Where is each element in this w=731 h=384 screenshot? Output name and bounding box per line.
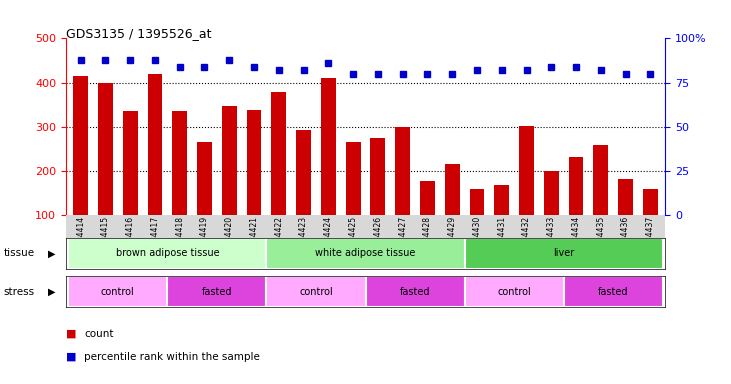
Text: GSM184430: GSM184430 — [472, 216, 482, 262]
Text: GSM184415: GSM184415 — [101, 216, 110, 262]
Text: GSM184434: GSM184434 — [572, 216, 580, 262]
Text: GSM184435: GSM184435 — [596, 216, 605, 262]
Text: GSM184417: GSM184417 — [151, 216, 159, 262]
Bar — [346, 142, 360, 215]
Text: GSM184418: GSM184418 — [175, 216, 184, 262]
Bar — [321, 78, 336, 215]
Bar — [420, 180, 435, 215]
Bar — [564, 276, 663, 307]
Text: fasted: fasted — [202, 287, 232, 297]
Bar — [246, 110, 262, 215]
Text: GSM184437: GSM184437 — [646, 216, 655, 262]
Bar — [197, 142, 212, 215]
Bar — [395, 127, 410, 215]
Text: GSM184432: GSM184432 — [522, 216, 531, 262]
Text: GSM184422: GSM184422 — [274, 216, 284, 262]
Text: tissue: tissue — [4, 248, 35, 258]
Text: fasted: fasted — [400, 287, 431, 297]
Bar — [266, 238, 465, 269]
Text: GSM184414: GSM184414 — [76, 216, 85, 262]
Text: ■: ■ — [66, 329, 76, 339]
Text: GSM184425: GSM184425 — [349, 216, 357, 262]
Bar — [618, 179, 633, 215]
Text: GSM184419: GSM184419 — [200, 216, 209, 262]
Bar — [167, 276, 266, 307]
Text: GSM184431: GSM184431 — [497, 216, 507, 262]
Text: GSM184433: GSM184433 — [547, 216, 556, 262]
Text: GDS3135 / 1395526_at: GDS3135 / 1395526_at — [66, 27, 211, 40]
Bar — [366, 276, 465, 307]
Bar — [68, 276, 167, 307]
Text: GSM184428: GSM184428 — [423, 216, 432, 262]
Text: GSM184420: GSM184420 — [224, 216, 234, 262]
Text: GSM184427: GSM184427 — [398, 216, 407, 262]
Bar — [594, 145, 608, 215]
Text: white adipose tissue: white adipose tissue — [315, 248, 416, 258]
Text: ■: ■ — [66, 352, 76, 362]
Text: control: control — [299, 287, 333, 297]
Bar — [643, 189, 658, 215]
Text: GSM184429: GSM184429 — [447, 216, 457, 262]
Bar — [73, 76, 88, 215]
Bar — [271, 92, 287, 215]
Text: brown adipose tissue: brown adipose tissue — [115, 248, 219, 258]
Text: ▶: ▶ — [48, 287, 55, 297]
Bar — [465, 238, 663, 269]
Text: ▶: ▶ — [48, 248, 55, 258]
Text: control: control — [101, 287, 135, 297]
Bar — [444, 164, 460, 215]
Bar — [68, 238, 266, 269]
Text: GSM184421: GSM184421 — [249, 216, 259, 262]
Text: count: count — [84, 329, 113, 339]
Text: GSM184416: GSM184416 — [126, 216, 135, 262]
Text: fasted: fasted — [598, 287, 629, 297]
Bar — [544, 171, 558, 215]
Bar — [296, 130, 311, 215]
Text: control: control — [497, 287, 531, 297]
Bar — [266, 276, 366, 307]
Bar — [519, 126, 534, 215]
Bar — [469, 189, 485, 215]
Text: liver: liver — [553, 248, 575, 258]
Bar — [221, 106, 237, 215]
Text: GSM184423: GSM184423 — [299, 216, 308, 262]
Bar — [371, 138, 385, 215]
Text: stress: stress — [4, 287, 35, 297]
Bar — [569, 157, 583, 215]
Bar — [98, 83, 113, 215]
Bar — [465, 276, 564, 307]
Text: GSM184424: GSM184424 — [324, 216, 333, 262]
Bar — [148, 74, 162, 215]
Bar — [123, 111, 137, 215]
Text: GSM184436: GSM184436 — [621, 216, 630, 262]
Bar — [173, 111, 187, 215]
Text: percentile rank within the sample: percentile rank within the sample — [84, 352, 260, 362]
Text: GSM184426: GSM184426 — [374, 216, 382, 262]
Bar — [494, 185, 510, 215]
